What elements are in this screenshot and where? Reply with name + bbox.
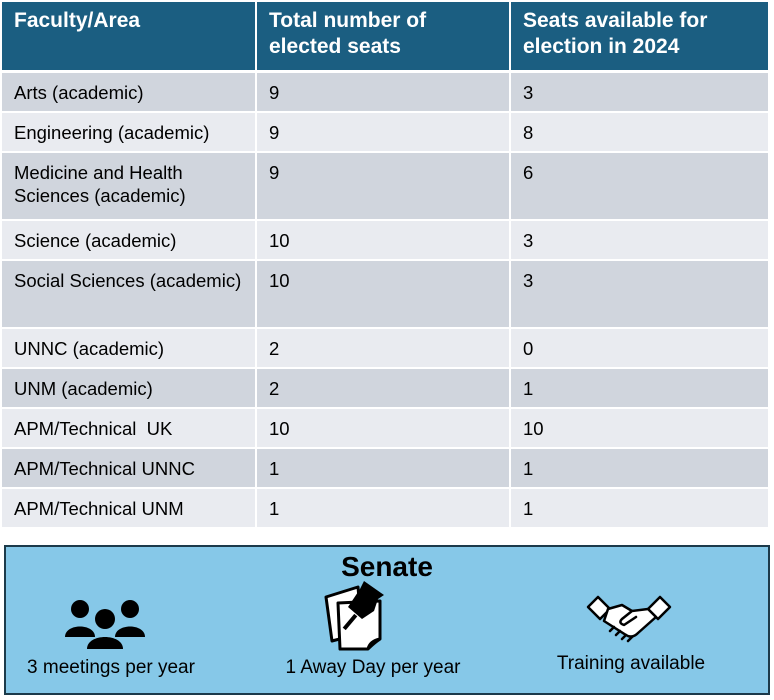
table-row: APM/Technical UNM 1 1: [2, 488, 768, 529]
cell-available: 6: [510, 152, 768, 221]
table-row: Arts (academic) 9 3: [2, 71, 768, 113]
group-icon: [62, 597, 148, 657]
cell-area: APM/Technical UNM: [2, 488, 257, 529]
table-row: Science (academic) 10 3: [2, 220, 768, 261]
cell-area: Medicine and Health Sciences (academic): [2, 152, 257, 221]
cell-total: 10: [256, 220, 511, 261]
cell-area: UNM (academic): [2, 368, 257, 409]
senate-title: Senate: [341, 551, 433, 582]
feature-away-day-label: 1 Away Day per year: [285, 657, 461, 678]
cell-available: 3: [510, 71, 768, 113]
cell-area: Engineering (academic): [2, 112, 257, 153]
senate-panel: Senate 3 meetings per year: [4, 545, 770, 695]
cell-total: 1: [256, 448, 511, 489]
table-row: UNM (academic) 2 1: [2, 368, 768, 409]
table-row: APM/Technical UNNC 1 1: [2, 448, 768, 489]
cell-area: APM/Technical UNNC: [2, 448, 257, 489]
cell-available: 8: [510, 112, 768, 153]
seats-table: Faculty/Area Total number of elected sea…: [2, 2, 768, 529]
header-total-seats: Total number of elected seats: [256, 2, 511, 73]
cell-total: 2: [256, 368, 511, 409]
cell-available: 10: [510, 408, 768, 449]
cell-available: 3: [510, 220, 768, 261]
handshake-icon: [586, 593, 672, 653]
table-header-row: Faculty/Area Total number of elected sea…: [2, 2, 768, 73]
feature-meetings-label: 3 meetings per year: [27, 657, 195, 678]
cell-area: UNNC (academic): [2, 328, 257, 369]
cell-area: Social Sciences (academic): [2, 260, 257, 329]
cell-total: 1: [256, 488, 511, 529]
cell-available: 1: [510, 448, 768, 489]
cell-available: 0: [510, 328, 768, 369]
cell-area: Arts (academic): [2, 71, 257, 113]
table-row: Engineering (academic) 9 8: [2, 112, 768, 153]
header-seats-available: Seats available for election in 2024: [510, 2, 768, 73]
cell-area: APM/Technical UK: [2, 408, 257, 449]
table-row: APM/Technical UK 10 10: [2, 408, 768, 449]
feature-training-label: Training available: [556, 653, 706, 674]
pinned-notes-icon: [318, 577, 394, 659]
cell-available: 1: [510, 488, 768, 529]
cell-area: Science (academic): [2, 220, 257, 261]
cell-total: 9: [256, 71, 511, 113]
table-row: Social Sciences (academic) 10 3: [2, 260, 768, 329]
cell-total: 9: [256, 112, 511, 153]
header-faculty-area: Faculty/Area: [2, 2, 257, 73]
table-row: Medicine and Health Sciences (academic) …: [2, 152, 768, 221]
cell-total: 9: [256, 152, 511, 221]
cell-available: 1: [510, 368, 768, 409]
cell-total: 2: [256, 328, 511, 369]
cell-available: 3: [510, 260, 768, 329]
cell-total: 10: [256, 260, 511, 329]
cell-total: 10: [256, 408, 511, 449]
table-row: UNNC (academic) 2 0: [2, 328, 768, 369]
